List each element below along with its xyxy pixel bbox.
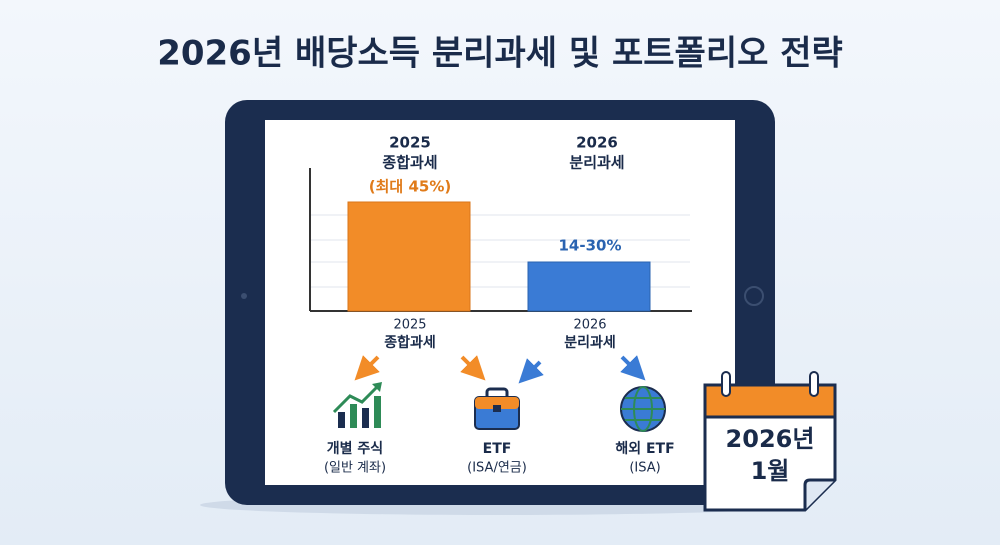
axis-label: 분리과세	[564, 335, 616, 351]
item-name: ETF	[483, 441, 512, 457]
item-note: (ISA)	[629, 461, 660, 476]
item-note: (ISA/연금)	[467, 461, 527, 476]
calendar	[703, 371, 837, 512]
item-note: (일반 계좌)	[324, 461, 386, 476]
arrows	[354, 355, 646, 384]
briefcase-icon	[474, 387, 520, 430]
column-year: 2025	[389, 134, 431, 152]
title: 2026년 배당소득 분리과세 및 포트폴리오 전략	[157, 34, 843, 74]
stock-icon	[332, 382, 382, 428]
rate-label: (최대 45%)	[369, 178, 451, 196]
rate-label: 14-30%	[558, 237, 621, 255]
bar-2025	[347, 201, 471, 312]
globe-icon	[620, 386, 666, 432]
camera	[241, 293, 247, 299]
axis-label: 종합과세	[384, 334, 436, 351]
axis-year: 2025	[393, 318, 426, 333]
screen	[265, 120, 735, 485]
column-label: 종합과세	[382, 154, 437, 172]
axis-year: 2026	[573, 318, 606, 333]
bar-2026	[527, 261, 651, 312]
item-name: 해외 ETF	[615, 440, 674, 457]
column-label: 분리과세	[569, 154, 624, 172]
column-year: 2026	[576, 134, 618, 152]
home-button	[744, 286, 764, 306]
calendar-year: 2026년	[726, 425, 815, 453]
calendar-month: 1월	[751, 457, 790, 485]
item-name: 개별 주식	[327, 440, 383, 457]
